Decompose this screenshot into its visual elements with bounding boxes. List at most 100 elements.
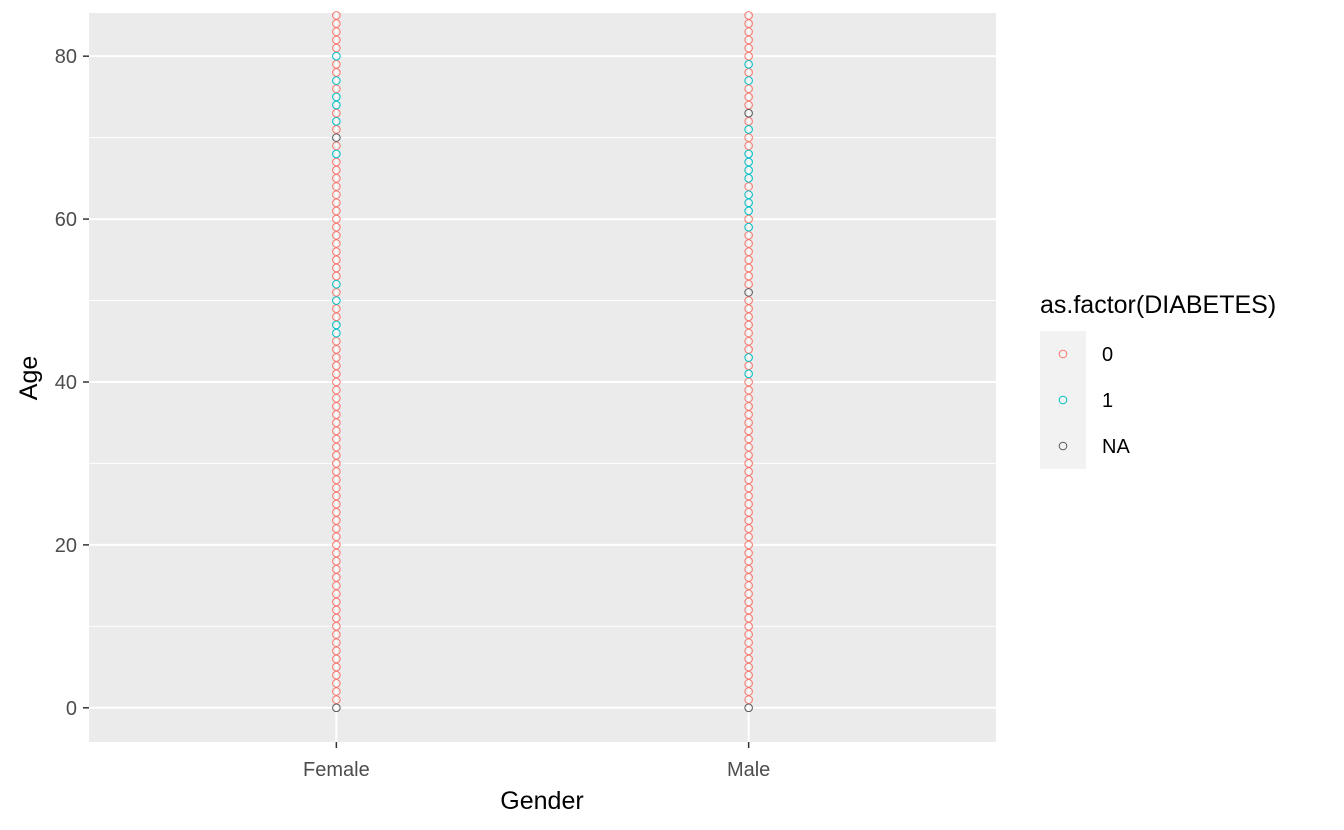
point-male-0 [744,133,753,142]
plot-panel [89,13,996,742]
point-female-0 [332,695,341,704]
point-female-0 [332,670,341,680]
point-male-0 [744,508,753,517]
point-female-0 [332,157,341,167]
legend-key-box [1040,331,1086,377]
point-male-0 [744,695,753,704]
point-male-0 [744,239,753,248]
point-male-0 [744,442,753,452]
legend-key-symbol [1058,349,1068,359]
point-male-0 [744,117,753,126]
point-male-0 [744,483,753,493]
point-male-0 [744,385,753,395]
point-female-0 [332,222,341,232]
point-male-1 [744,369,753,379]
point-female-0 [332,573,341,582]
point-female-0 [332,255,341,265]
legend-key-box [1040,377,1086,423]
point-male-1 [744,190,753,199]
point-female-0 [332,369,341,379]
point-male-0 [744,548,753,558]
point-male-na [744,703,753,713]
point-male-0 [744,51,753,61]
point-male-0 [744,214,753,224]
point-female-0 [332,548,341,558]
point-male-0 [744,263,753,273]
point-male-1 [744,76,753,85]
point-male-0 [744,573,753,582]
point-male-0 [744,589,753,599]
legend-title: as.factor(DIABETES) [1040,291,1276,319]
point-male-0 [744,630,753,639]
point-female-0 [332,263,341,273]
point-male-0 [744,662,753,672]
point-female-0 [332,165,341,175]
point-male-0 [744,393,753,403]
point-female-0 [332,239,341,248]
y-axis-ticks: 0 20 40 60 80 [55,46,89,720]
x-axis-title: Gender [500,787,583,815]
point-male-1 [744,198,753,208]
legend-label: NA [1102,436,1130,458]
point-male-0 [744,450,753,460]
point-male-0 [744,231,753,240]
point-female-1 [332,117,341,126]
y-tick-label: 40 [55,372,77,394]
point-male-0 [744,679,753,688]
point-male-0 [744,646,753,656]
point-male-1 [744,60,753,69]
point-male-0 [744,654,753,664]
data-points [332,11,753,713]
point-male-0 [744,43,753,53]
point-female-1 [332,51,341,61]
point-female-0 [332,27,341,37]
point-male-0 [744,491,753,501]
point-female-0 [332,60,341,69]
point-female-0 [332,68,341,77]
point-male-0 [744,141,753,151]
point-male-1 [744,165,753,175]
y-tick-label: 60 [55,209,77,231]
x-tick-label: Male [727,759,770,781]
point-female-0 [332,353,341,362]
point-male-0 [744,670,753,680]
point-male-1 [744,206,753,216]
point-male-0 [744,410,753,419]
point-female-0 [332,312,341,322]
point-female-0 [332,638,341,647]
point-female-1 [332,296,341,305]
point-female-0 [332,11,341,20]
major-gridlines [89,13,996,742]
point-male-0 [744,320,753,330]
y-tick-label: 0 [66,698,77,720]
point-male-0 [744,100,753,110]
point-male-0 [744,565,753,574]
x-axis-ticks: Female Male [303,742,770,781]
point-male-0 [744,434,753,444]
point-male-0 [744,516,753,525]
point-male-0 [744,622,753,631]
point-female-0 [332,532,341,542]
point-male-0 [744,605,753,615]
point-male-0 [744,597,753,607]
point-female-0 [332,662,341,672]
point-male-0 [744,418,753,428]
point-male-0 [744,35,753,45]
point-male-1 [744,222,753,232]
point-male-0 [744,328,753,338]
point-female-0 [332,84,341,94]
point-female-na [332,703,341,713]
point-female-0 [332,483,341,493]
legend-label: 0 [1102,344,1113,366]
point-female-0 [332,679,341,688]
point-female-1 [332,149,341,159]
point-male-0 [744,336,753,346]
point-female-1 [332,92,341,102]
point-male-na [744,108,753,118]
point-male-0 [744,532,753,542]
point-male-0 [744,581,753,590]
point-female-0 [332,605,341,615]
point-female-0 [332,271,341,281]
point-female-0 [332,581,341,590]
